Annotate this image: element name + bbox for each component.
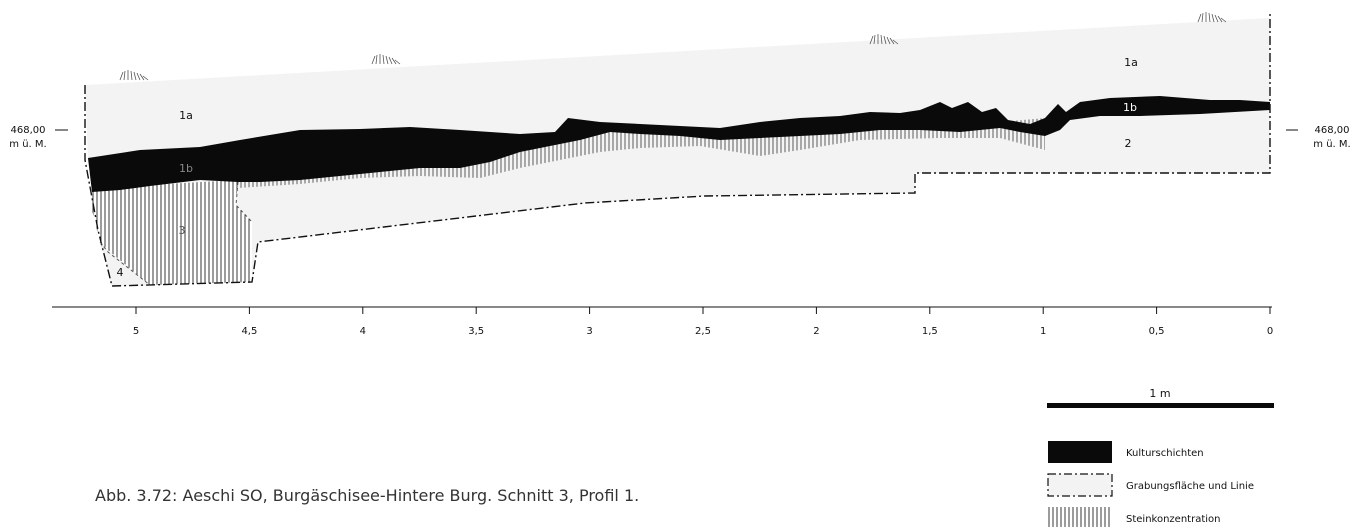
axis-tick-label: 2	[813, 326, 819, 337]
scale-bar	[1047, 403, 1274, 408]
culture-layer	[88, 96, 1270, 192]
layer-label-1a-left: 1a	[179, 109, 193, 122]
grass-tufts	[119, 12, 1227, 81]
axis-tick-label: 4	[360, 326, 366, 337]
axis-tick-label: 1,5	[922, 326, 938, 337]
figure-caption: Abb. 3.72: Aeschi SO, Burgäschisee-Hinte…	[95, 486, 640, 505]
excavation-outline	[84, 12, 1271, 287]
right-elevation-value: 468,00	[1315, 125, 1350, 136]
legend-label-stone: Steinkonzentration	[1126, 514, 1220, 525]
legend-swatch-excavation	[1047, 473, 1113, 497]
layer-3-boundary	[235, 181, 253, 223]
legend-label-culture: Kulturschichten	[1126, 448, 1204, 459]
layer-label-4: 4	[117, 266, 124, 279]
stone-band	[238, 118, 1045, 188]
legend-swatch-stone	[1048, 507, 1112, 527]
axis-tick-label: 1	[1040, 326, 1046, 337]
excavation-area	[85, 18, 1270, 286]
layer-3-zone	[92, 180, 252, 286]
left-elevation-value: 468,00	[11, 125, 46, 136]
left-elevation-unit: m ü. M.	[9, 139, 46, 150]
axis-tick-label: 2,5	[695, 326, 711, 337]
layer-label-3: 3	[179, 224, 186, 237]
axis-tick-label: 0,5	[1149, 326, 1165, 337]
axis-tick-label: 3	[586, 326, 592, 337]
legend-label-excavation: Grabungsfläche und Linie	[1126, 481, 1254, 492]
axis-tick-label: 0	[1267, 326, 1273, 337]
scale-bar-label: 1 m	[1149, 387, 1170, 400]
layer-label-2: 2	[1125, 137, 1132, 150]
layer-label-1a-right: 1a	[1124, 56, 1138, 69]
legend: Kulturschichten Grabungsfläche und Linie…	[1047, 441, 1254, 527]
axis-tick-label: 3,5	[468, 326, 484, 337]
right-elevation-unit: m ü. M.	[1313, 139, 1350, 150]
layer-4-boundary	[99, 241, 151, 286]
axis-tick-label: 5	[133, 326, 139, 337]
axis-tick-label: 4,5	[241, 326, 257, 337]
axis-ticks: 5 4,5 4 3,5 3 2,5 2 1,5 1 0,5 0	[133, 307, 1273, 337]
layer-label-1b-left: 1b	[179, 162, 193, 175]
layer-label-1b-right: 1b	[1123, 101, 1137, 114]
legend-swatch-culture	[1048, 441, 1112, 463]
